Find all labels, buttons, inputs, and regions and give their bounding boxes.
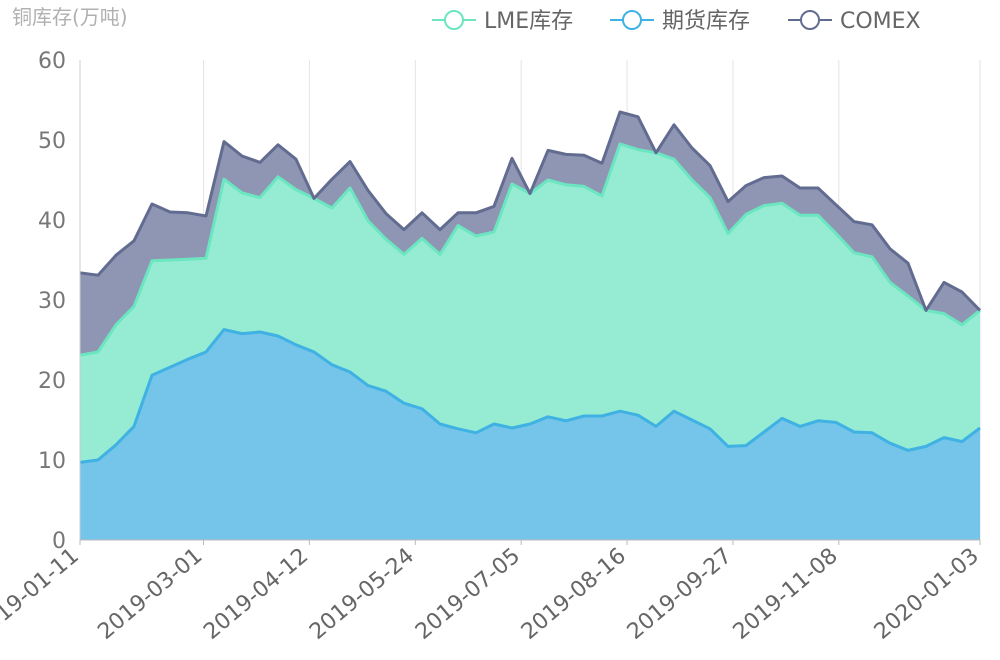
legend-label: LME库存 [484, 9, 573, 34]
x-tick-label: 2020-01-03 [870, 543, 984, 644]
legend-label: 期货库存 [662, 9, 750, 34]
legend-item-1[interactable]: 期货库存 [610, 9, 750, 34]
y-tick-label: 60 [38, 49, 66, 74]
legend-marker-icon [444, 10, 464, 30]
line-series-2 [79, 110, 982, 312]
area-series-1 [80, 144, 980, 463]
x-tick-label: 2019-03-01 [93, 543, 207, 644]
x-tick-label: 2019-11-08 [729, 543, 843, 644]
x-tick-label: 2019-05-24 [305, 543, 419, 644]
x-tick-label: 2019-01-11 [0, 543, 84, 644]
x-tick-label: 2019-09-27 [623, 543, 737, 644]
line-layer [79, 110, 982, 464]
legend-label: COMEX [840, 9, 921, 34]
x-tick-label: 2019-07-05 [411, 543, 525, 644]
legend-item-0[interactable]: LME库存 [432, 9, 573, 34]
legend-item-2[interactable]: COMEX [788, 9, 921, 34]
y-tick-label: 30 [38, 289, 66, 314]
area-layer [80, 112, 980, 540]
y-tick-label: 20 [38, 369, 66, 394]
y-axis-label: 铜库存(万吨) [12, 5, 128, 29]
area-series-0 [80, 329, 980, 540]
line-series-0 [79, 328, 981, 464]
legend-marker-icon [622, 10, 642, 30]
x-tick-label: 2019-08-16 [517, 543, 631, 644]
y-tick-label: 50 [38, 129, 66, 154]
y-tick-label: 10 [38, 449, 66, 474]
legend[interactable]: LME库存 期货库存 COMEX [432, 9, 921, 34]
y-tick-label: 40 [38, 209, 66, 234]
x-tick-label: 2019-04-12 [199, 543, 313, 644]
legend-marker-icon [800, 10, 820, 30]
y-tick-label: 0 [52, 529, 66, 554]
